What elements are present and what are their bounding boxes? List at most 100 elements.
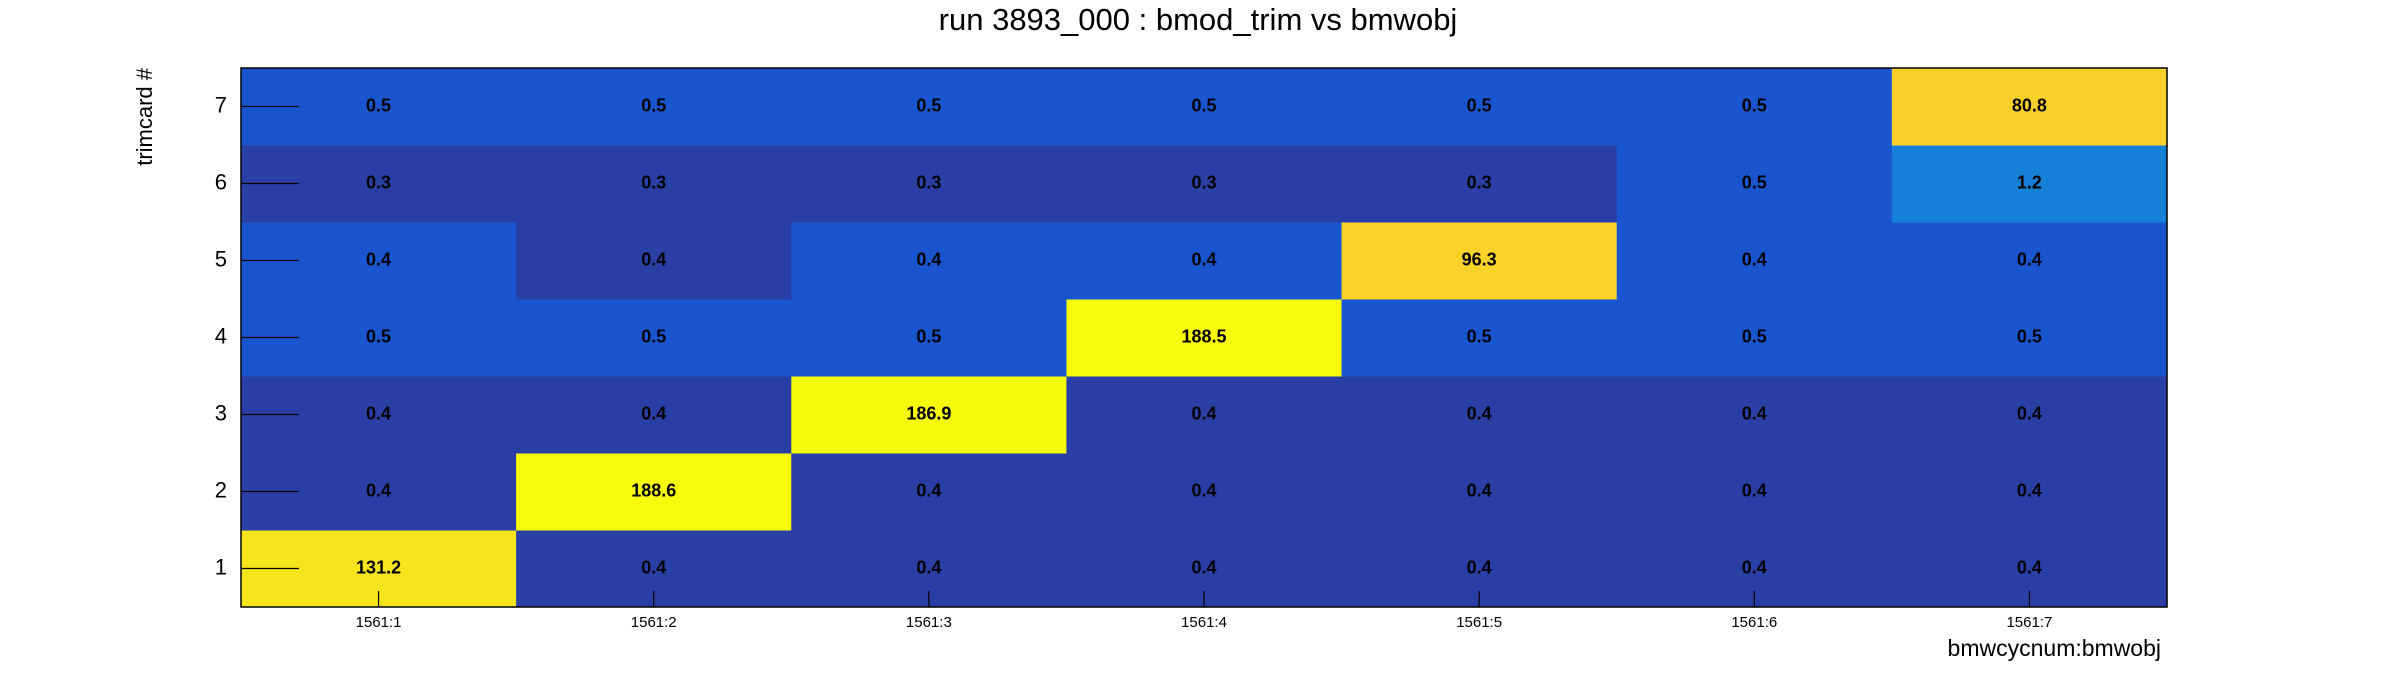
cell-label: 0.4	[641, 249, 666, 269]
heatmap-cell	[516, 453, 792, 531]
cell-label: 0.5	[916, 95, 941, 115]
cell-label: 0.4	[366, 480, 391, 500]
cell-label: 0.4	[1191, 557, 1216, 577]
heatmap-cell	[1066, 299, 1343, 377]
heatmap-cell	[1891, 376, 2168, 454]
cell-label: 0.5	[2017, 326, 2042, 346]
cell-label: 188.5	[1181, 326, 1226, 346]
x-axis-title: bmwcycnum:bmwobj	[1948, 635, 2161, 661]
cell-label: 0.4	[2017, 249, 2042, 269]
cell-label: 0.4	[366, 249, 391, 269]
heatmap-cell	[1066, 145, 1343, 223]
y-tick-label: 3	[215, 400, 227, 425]
heatmap-cell	[1341, 453, 1618, 531]
cell-label: 0.4	[1191, 249, 1216, 269]
cell-label: 0.4	[916, 557, 941, 577]
heatmap-cell	[1616, 222, 1893, 300]
heatmap-cell	[516, 376, 792, 454]
heatmap-cell	[1066, 222, 1343, 300]
y-tick-label: 4	[215, 323, 227, 348]
cell-label: 0.4	[1467, 480, 1492, 500]
cell-label: 0.4	[1742, 480, 1767, 500]
cell-label: 0.5	[641, 95, 666, 115]
heatmap-cell	[1616, 453, 1893, 531]
heatmap-cell	[516, 68, 792, 146]
cell-label: 96.3	[1462, 249, 1497, 269]
heatmap-cell	[1341, 376, 1618, 454]
y-tick-label: 6	[215, 169, 227, 194]
cell-label: 0.5	[1191, 95, 1216, 115]
cell-label: 0.3	[916, 172, 941, 192]
heatmap-cell	[791, 299, 1067, 377]
x-tick-label: 1561:3	[906, 614, 952, 631]
heatmap-cell	[791, 68, 1067, 146]
cell-label: 0.4	[1467, 557, 1492, 577]
heatmap-cell	[1341, 145, 1618, 223]
cell-label: 0.3	[1191, 172, 1216, 192]
cell-label: 0.4	[1742, 557, 1767, 577]
y-tick-label: 1	[215, 554, 227, 579]
heatmap-cell	[516, 145, 792, 223]
cell-label: 1.2	[2017, 172, 2042, 192]
y-axis-title: trimcard #	[132, 67, 157, 166]
heatmap-cell	[1616, 68, 1893, 146]
plot-frame	[240, 67, 2168, 608]
x-tick-label: 1561:6	[1731, 614, 1777, 631]
y-tick-label: 2	[215, 477, 227, 502]
heatmap-cell	[1616, 145, 1893, 223]
heatmap-cell	[1891, 222, 2168, 300]
cell-label: 0.5	[366, 95, 391, 115]
x-tick-label: 1561:2	[631, 614, 677, 631]
y-tick-label: 7	[215, 92, 227, 117]
cell-label: 0.5	[1467, 326, 1492, 346]
heatmap-cell	[791, 376, 1067, 454]
x-tick-label: 1561:7	[2006, 614, 2052, 631]
heatmap-cell	[791, 222, 1067, 300]
cell-label: 186.9	[906, 403, 951, 423]
cell-label: 0.5	[1467, 95, 1492, 115]
heatmap-cell	[516, 299, 792, 377]
x-tick-label: 1561:1	[356, 614, 402, 631]
cell-label: 0.4	[916, 480, 941, 500]
cell-label: 0.4	[2017, 403, 2042, 423]
cell-label: 0.4	[641, 403, 666, 423]
heatmap-cell	[1066, 68, 1343, 146]
cell-label: 188.6	[631, 480, 676, 500]
cell-label: 0.4	[916, 249, 941, 269]
cell-label: 0.5	[366, 326, 391, 346]
cell-label: 131.2	[356, 557, 401, 577]
chart-title: run 3893_000 : bmod_trim vs bmwobj	[939, 2, 1458, 37]
y-tick-label: 5	[215, 246, 227, 271]
heatmap-cell	[1066, 453, 1343, 531]
heatmap-cell	[1341, 299, 1618, 377]
heatmap-cell	[1891, 145, 2168, 223]
x-tick-label: 1561:4	[1181, 614, 1227, 631]
cell-label: 0.5	[1742, 95, 1767, 115]
heatmap-cell	[1341, 222, 1618, 300]
cell-label: 0.4	[1191, 480, 1216, 500]
heatmap-cell	[1341, 68, 1618, 146]
cell-label: 0.4	[641, 557, 666, 577]
heatmap-cell	[1891, 299, 2168, 377]
cell-label: 0.4	[1191, 403, 1216, 423]
cell-label: 0.5	[1742, 172, 1767, 192]
cell-label: 0.5	[1742, 326, 1767, 346]
cell-label: 0.5	[916, 326, 941, 346]
cell-label: 0.3	[1467, 172, 1492, 192]
cell-label: 0.4	[2017, 480, 2042, 500]
heatmap-cell	[791, 145, 1067, 223]
heatmap-cell	[1891, 68, 2168, 146]
cell-label: 0.4	[366, 403, 391, 423]
cell-label: 0.4	[2017, 557, 2042, 577]
cell-label: 0.5	[641, 326, 666, 346]
heatmap-cell	[516, 222, 792, 300]
cell-label: 0.3	[366, 172, 391, 192]
heatmap-cell	[1616, 299, 1893, 377]
heatmap-cell	[791, 453, 1067, 531]
cell-label: 0.4	[1742, 403, 1767, 423]
heatmap-cell	[1616, 376, 1893, 454]
heatmap-cell	[1891, 453, 2168, 531]
x-tick-label: 1561:5	[1456, 614, 1502, 631]
cell-label: 0.4	[1742, 249, 1767, 269]
